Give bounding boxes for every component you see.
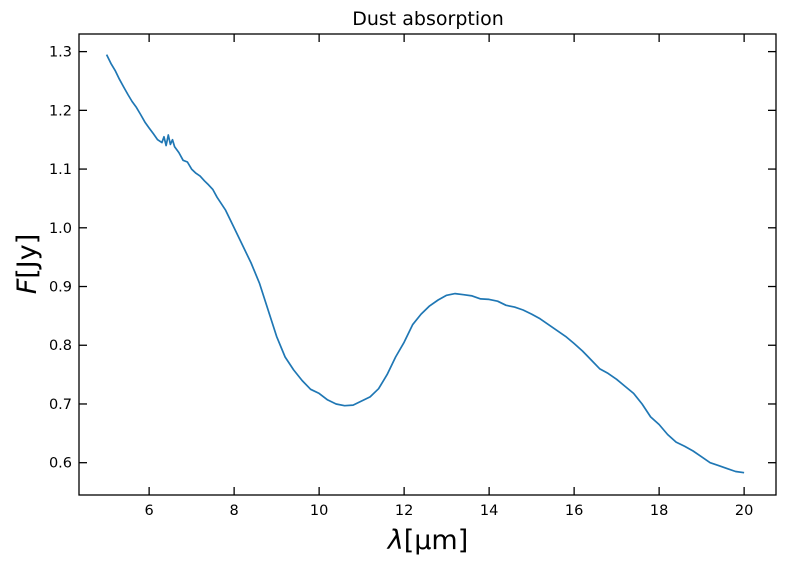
y-tick-label: 1.0: [49, 221, 72, 237]
x-tick-label: 6: [145, 503, 154, 519]
x-axis-unit: [μm]: [404, 525, 469, 556]
y-axis-unit: [Jy]: [12, 234, 43, 279]
x-tick-label: 18: [650, 503, 668, 519]
series-layer: [105, 54, 745, 474]
y-tick-label: 1.3: [49, 45, 72, 61]
plot-frame: [78, 33, 777, 496]
y-tick-label: 0.7: [49, 397, 72, 413]
y-tick-label: 1.1: [49, 162, 72, 178]
y-tick-label: 0.8: [49, 338, 72, 354]
y-ticks: 0.6 0.7 0.8 0.9 1.0 1.1 1.2 1.3: [49, 45, 776, 472]
x-axis-symbol: λ: [386, 525, 404, 556]
x-tick-label: 14: [480, 503, 498, 519]
y-tick-label: 0.6: [49, 456, 72, 472]
x-tick-label: 16: [565, 503, 583, 519]
x-ticks: 6 8 10 12 14 16 18 20: [145, 34, 753, 519]
x-tick-label: 12: [395, 503, 413, 519]
series-line: [105, 54, 745, 474]
y-tick-label: 0.9: [49, 280, 72, 296]
chart-title: Dust absorption: [352, 8, 504, 30]
x-axis-label: λ[μm]: [386, 525, 469, 556]
x-tick-label: 10: [310, 503, 328, 519]
x-tick-label: 8: [230, 503, 239, 519]
y-axis-symbol: F: [12, 278, 43, 294]
y-tick-label: 1.2: [49, 103, 72, 119]
x-tick-label: 20: [735, 503, 753, 519]
y-axis-label: F[Jy]: [12, 234, 43, 295]
